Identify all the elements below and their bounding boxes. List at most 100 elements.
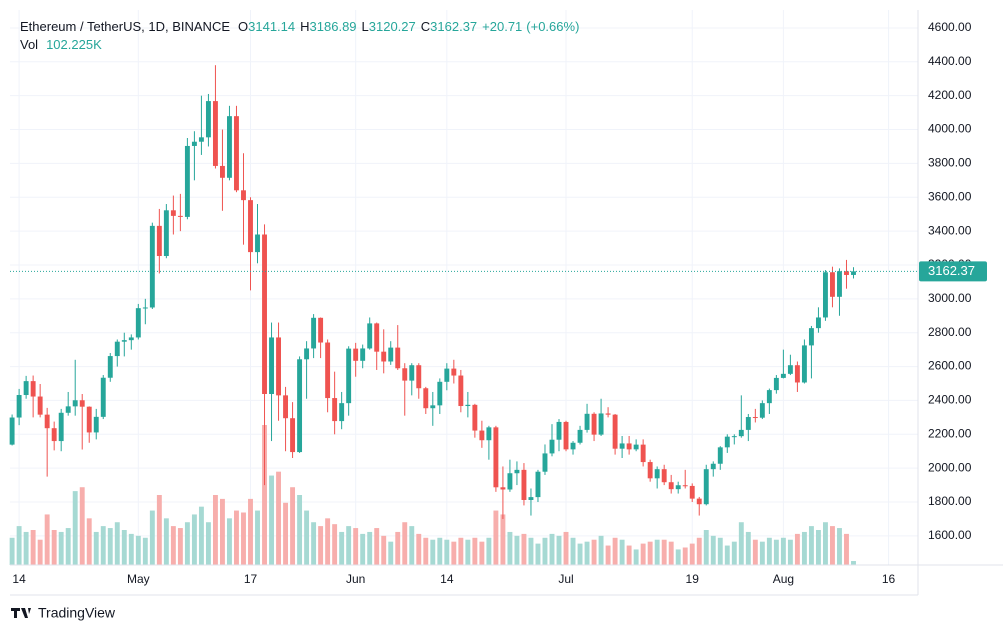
candle-body <box>234 116 239 191</box>
candle-body <box>465 404 471 407</box>
volume-bar <box>304 510 310 565</box>
candle-body <box>626 443 632 450</box>
candle-body <box>423 388 429 409</box>
volume-bar <box>661 539 667 565</box>
candle-body <box>444 368 450 382</box>
volume-bar <box>16 526 22 565</box>
candle-body <box>212 101 218 166</box>
y-tick-label: 2800.00 <box>928 325 972 339</box>
volume-bar <box>297 495 303 565</box>
candle-body <box>738 429 744 437</box>
candle-body <box>241 190 246 201</box>
volume-bar <box>794 533 800 565</box>
candle-body <box>472 404 478 431</box>
volume-legend: Vol 102.225K <box>20 37 102 52</box>
volume-bar <box>283 502 289 565</box>
volume-bar <box>486 537 492 565</box>
volume-bar <box>346 526 352 565</box>
candle-body <box>724 436 730 448</box>
volume-bar <box>780 537 786 565</box>
candle-body <box>16 395 22 418</box>
y-tick-label: 2400.00 <box>928 393 972 407</box>
candle-body <box>773 377 779 391</box>
volume-bar <box>367 531 373 565</box>
volume-bar <box>668 541 674 565</box>
volume-bar <box>9 537 15 565</box>
candle-body <box>9 417 15 445</box>
low-value: 3120.27 <box>369 19 416 34</box>
volume-bar <box>472 537 478 565</box>
volume-bar <box>170 526 176 565</box>
open-value: 3141.14 <box>248 19 295 34</box>
candle-body <box>72 400 78 407</box>
volume-bar <box>766 537 772 565</box>
candle-body <box>563 421 569 450</box>
last-price-box <box>919 261 987 282</box>
volume-bar <box>507 531 513 565</box>
volume-bar <box>430 539 436 565</box>
candle-body <box>51 428 57 442</box>
volume-bar <box>626 545 632 565</box>
candle-body <box>388 347 394 362</box>
candle-body <box>184 145 190 217</box>
volume-bar <box>549 533 555 565</box>
candle-body <box>851 271 856 275</box>
candle-body <box>381 351 387 362</box>
candle-body <box>759 403 765 418</box>
candle-body <box>844 271 849 275</box>
candle-body <box>205 101 211 138</box>
volume-bar <box>675 549 681 565</box>
volume-bar <box>65 528 71 565</box>
volume-bar <box>353 528 359 565</box>
candle-body <box>598 413 604 435</box>
volume-bar <box>689 543 695 565</box>
high-value: 3186.89 <box>310 19 357 34</box>
candle-body <box>479 430 485 441</box>
volume-bar <box>255 510 260 565</box>
volume-bar <box>514 535 520 565</box>
candle-body <box>255 234 260 253</box>
volume-bar <box>787 539 793 565</box>
x-tick-label: Jul <box>558 572 573 586</box>
volume-bar <box>72 491 78 565</box>
volume-bar <box>773 539 779 565</box>
volume-bar <box>58 531 64 565</box>
candle-body <box>822 272 828 318</box>
candle-body <box>556 421 562 440</box>
volume-bar <box>822 522 828 565</box>
volume-bar <box>437 537 443 565</box>
volume-bar <box>30 530 36 565</box>
candle-body <box>360 348 366 361</box>
candle-body <box>605 413 611 415</box>
ohlc-letter: L <box>362 19 369 34</box>
volume-bar <box>121 530 127 565</box>
volume-bar <box>100 526 106 565</box>
candle-body <box>409 365 415 381</box>
candle-body <box>198 137 204 142</box>
x-tick-label: 14 <box>440 572 454 586</box>
volume-bar <box>332 524 338 565</box>
volume-bar <box>710 535 716 565</box>
candle-body <box>114 341 120 357</box>
candle-body <box>647 462 653 479</box>
volume-bar <box>409 526 415 565</box>
candle-body <box>86 406 92 433</box>
volume-bar <box>577 543 583 565</box>
candle-body <box>710 463 716 470</box>
volume-bar <box>493 510 499 565</box>
volume-bar <box>128 533 134 565</box>
volume-bar <box>37 539 43 565</box>
volume-bar <box>612 537 618 565</box>
symbol: Ethereum / TetherUS, 1D, BINANCE <box>20 19 230 34</box>
candle-body <box>682 485 688 487</box>
volume-bar <box>205 522 211 565</box>
candle-body <box>808 328 814 346</box>
candle-body <box>374 323 380 352</box>
volume-bar <box>177 528 183 565</box>
volume-bar <box>276 471 281 565</box>
volume-bar <box>801 531 807 565</box>
grid-layer <box>10 10 918 565</box>
volume-bar <box>444 539 450 565</box>
volume-bar <box>423 537 429 565</box>
volume-bar <box>837 528 842 565</box>
